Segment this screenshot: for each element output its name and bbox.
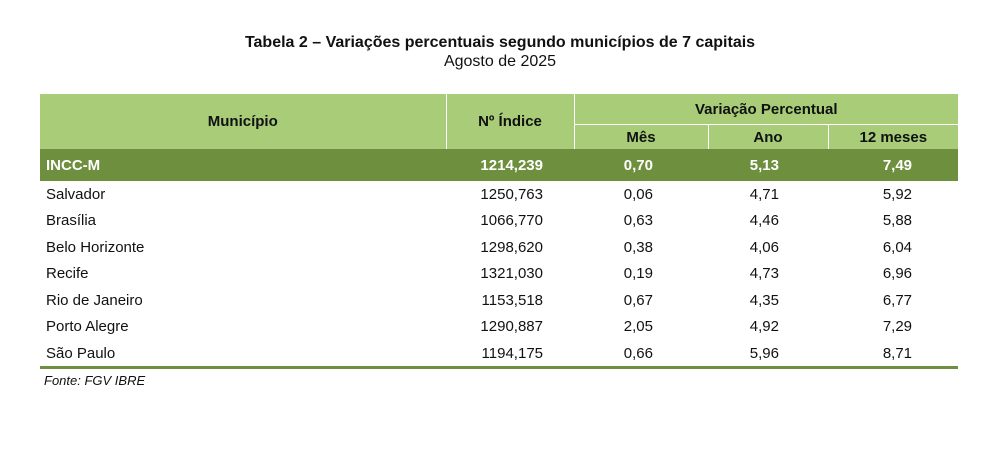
header-indice: Nº Índice [446, 94, 575, 149]
row-name: São Paulo [46, 344, 116, 362]
row-indice: 1250,763 [480, 185, 543, 203]
row-mes: 0,19 [623, 265, 653, 283]
row-mes: 0,38 [623, 238, 653, 256]
row-ano: 5,96 [749, 344, 779, 362]
table-bottom-rule [40, 366, 958, 369]
row-ano: 4,06 [749, 238, 779, 256]
header-mes: Mês [574, 124, 709, 149]
row-ano: 4,35 [749, 291, 779, 309]
row-mes: 0,63 [623, 212, 653, 230]
header-municipio: Município [40, 94, 447, 149]
row-name: Salvador [46, 185, 106, 203]
header-ano: Ano [708, 124, 829, 149]
row-12-meses: 5,92 [882, 185, 913, 203]
row-mes: 0,06 [623, 185, 653, 203]
row-indice: 1298,620 [480, 238, 543, 256]
row-indice: 1321,030 [480, 265, 543, 283]
row-name: Brasília [46, 212, 97, 230]
table-row: São Paulo 1194,175 0,66 5,96 8,71 [40, 340, 958, 367]
row-name: Belo Horizonte [46, 238, 145, 256]
row-ano: 4,92 [749, 318, 779, 336]
row-mes: 0,67 [623, 291, 653, 309]
table-row: Brasília 1066,770 0,63 4,46 5,88 [40, 208, 958, 235]
table-row: Rio de Janeiro 1153,518 0,67 4,35 6,77 [40, 287, 958, 314]
row-12-meses: 5,88 [882, 212, 913, 230]
source-note: Fonte: FGV IBRE [44, 373, 146, 388]
total-mes: 0,70 [574, 149, 708, 181]
table-row: Porto Alegre 1290,887 2,05 4,92 7,29 [40, 314, 958, 341]
row-mes: 0,66 [623, 344, 653, 362]
row-name: Rio de Janeiro [46, 291, 143, 309]
table-row: Belo Horizonte 1298,620 0,38 4,06 6,04 [40, 234, 958, 261]
row-indice: 1194,175 [481, 344, 543, 362]
row-mes: 2,05 [623, 318, 653, 336]
total-12-meses: 7,49 [828, 149, 959, 181]
row-ano: 4,71 [749, 185, 779, 203]
table-row: Recife 1321,030 0,19 4,73 6,96 [40, 261, 958, 288]
row-12-meses: 6,04 [882, 238, 913, 256]
row-name: Recife [46, 265, 89, 283]
table-title: Tabela 2 – Variações percentuais segundo… [244, 34, 756, 51]
row-indice: 1066,770 [480, 212, 543, 230]
header-variacao: Variação Percentual [574, 94, 959, 125]
row-12-meses: 6,77 [882, 291, 913, 309]
row-ano: 4,73 [749, 265, 779, 283]
row-12-meses: 6,96 [882, 265, 913, 283]
row-indice: 1290,887 [480, 318, 543, 336]
table-row: Salvador 1250,763 0,06 4,71 5,92 [40, 181, 958, 208]
table-subtitle: Agosto de 2025 [443, 53, 557, 70]
row-ano: 4,46 [749, 212, 779, 230]
total-indice: 1214,239 [446, 149, 574, 181]
header-12-meses: 12 meses [828, 124, 959, 149]
row-12-meses: 8,71 [882, 344, 913, 362]
row-name: Porto Alegre [46, 318, 129, 336]
total-name: INCC-M [40, 149, 446, 181]
variation-table: Município Nº Índice Variação Percentual … [40, 94, 959, 367]
total-row: INCC-M 1214,239 0,70 5,13 7,49 [40, 149, 959, 181]
row-indice: 1153,518 [481, 291, 543, 309]
total-ano: 5,13 [708, 149, 828, 181]
row-12-meses: 7,29 [882, 318, 913, 336]
